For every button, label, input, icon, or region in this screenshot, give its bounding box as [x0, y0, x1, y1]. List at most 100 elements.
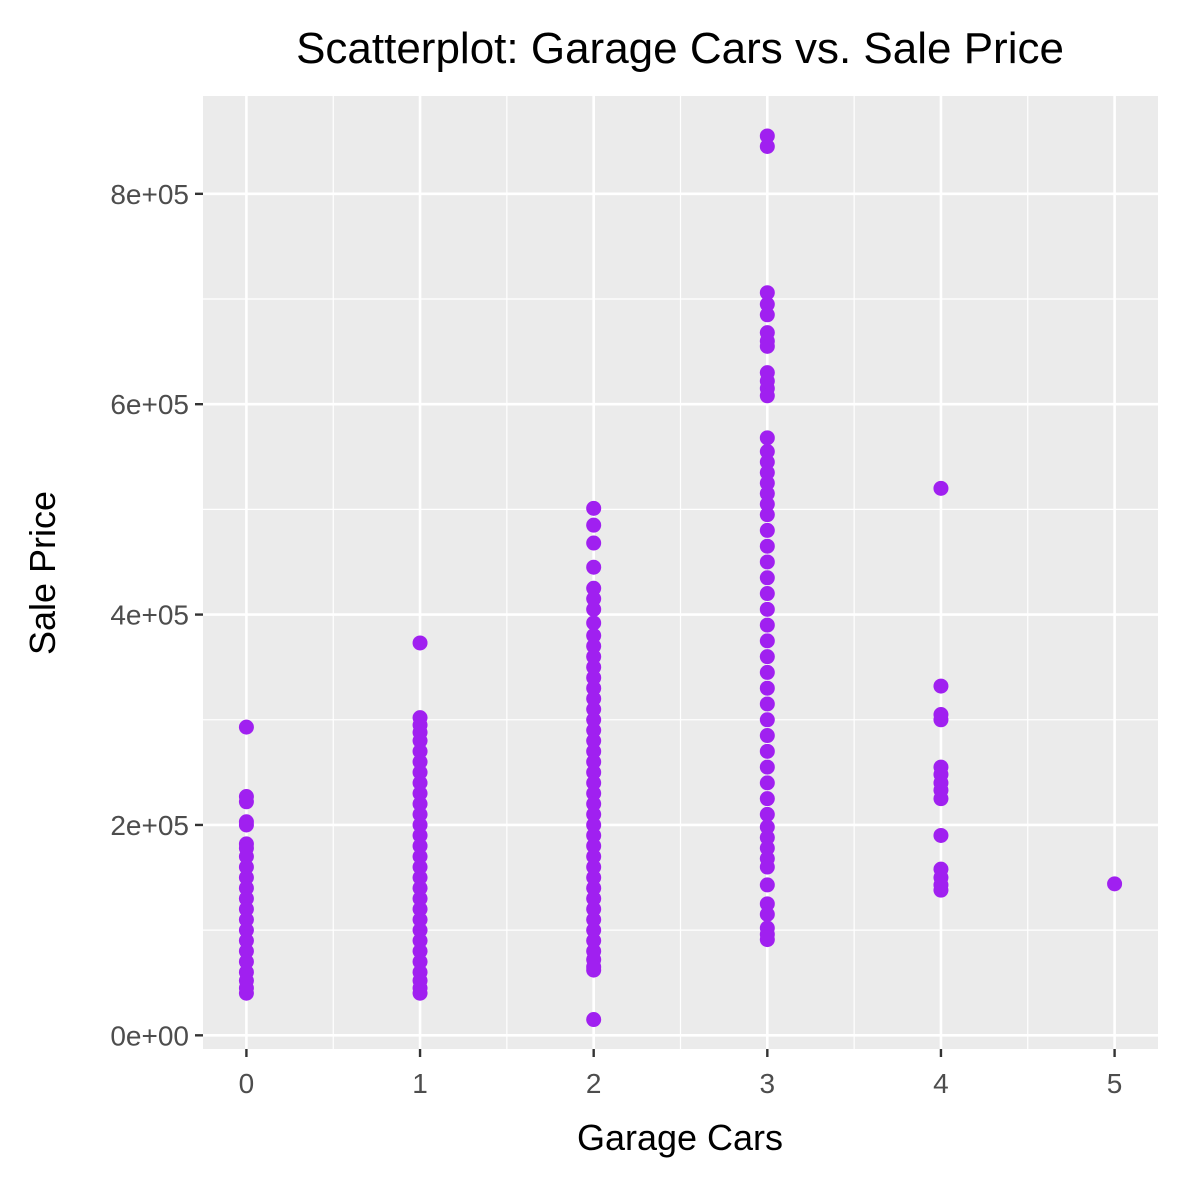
y-tick-label: 4e+05: [110, 600, 189, 631]
data-point: [586, 712, 602, 728]
data-point: [586, 615, 602, 631]
data-point: [759, 819, 775, 835]
data-point: [238, 901, 254, 917]
data-point: [412, 754, 428, 770]
data-point: [586, 806, 602, 822]
data-point: [586, 962, 602, 978]
data-point: [759, 664, 775, 680]
data-point: [586, 500, 602, 516]
data-point: [759, 680, 775, 696]
y-tick-label: 2e+05: [110, 810, 189, 841]
data-point: [759, 791, 775, 807]
data-point: [238, 870, 254, 886]
data-point: [933, 678, 949, 694]
y-tick-label: 6e+05: [110, 389, 189, 420]
data-point: [238, 912, 254, 928]
data-point: [238, 859, 254, 875]
x-tick-label: 1: [412, 1068, 428, 1099]
data-points: [238, 128, 1123, 1028]
data-point: [238, 933, 254, 949]
data-point: [933, 480, 949, 496]
data-point: [759, 906, 775, 922]
data-point: [412, 849, 428, 865]
data-point: [759, 465, 775, 481]
data-point: [586, 691, 602, 707]
x-axis-title: Garage Cars: [577, 1117, 783, 1158]
data-point: [586, 764, 602, 780]
x-tick-label: 3: [760, 1068, 776, 1099]
data-point: [586, 701, 602, 717]
data-point: [586, 859, 602, 875]
data-point: [759, 633, 775, 649]
data-point: [759, 601, 775, 617]
data-point: [759, 444, 775, 460]
data-point: [412, 922, 428, 938]
data-point: [759, 507, 775, 523]
data-point: [238, 794, 254, 810]
data-point: [759, 649, 775, 665]
y-tick-label: 8e+05: [110, 179, 189, 210]
data-point: [586, 670, 602, 686]
data-point: [586, 922, 602, 938]
data-point: [412, 733, 428, 749]
data-point: [759, 296, 775, 312]
data-point: [238, 849, 254, 865]
data-point: [412, 764, 428, 780]
data-point: [759, 430, 775, 446]
x-tick-label: 0: [239, 1068, 255, 1099]
data-point: [586, 733, 602, 749]
data-point: [759, 743, 775, 759]
data-point: [759, 570, 775, 586]
data-point: [933, 882, 949, 898]
data-point: [586, 849, 602, 865]
data-point: [759, 475, 775, 491]
data-point: [412, 806, 428, 822]
data-point: [412, 901, 428, 917]
data-point: [759, 877, 775, 893]
x-tick-label: 2: [586, 1068, 602, 1099]
data-point: [759, 806, 775, 822]
data-point: [412, 933, 428, 949]
data-point: [759, 538, 775, 554]
data-point: [586, 870, 602, 886]
data-point: [412, 796, 428, 812]
data-point: [586, 628, 602, 644]
data-point: [586, 680, 602, 696]
data-point: [412, 817, 428, 833]
data-point: [759, 712, 775, 728]
data-point: [759, 522, 775, 538]
data-point: [586, 933, 602, 949]
data-point: [759, 830, 775, 846]
data-point: [759, 338, 775, 354]
y-axis-title: Sale Price: [22, 491, 63, 655]
data-point: [412, 775, 428, 791]
data-point: [586, 580, 602, 596]
data-point: [238, 817, 254, 833]
data-point: [412, 880, 428, 896]
y-tick-label: 0e+00: [110, 1020, 189, 1051]
data-point: [586, 659, 602, 675]
data-point: [412, 838, 428, 854]
data-point: [759, 128, 775, 144]
data-point: [586, 796, 602, 812]
x-axis-tick-labels: 0 1 2 3 4 5: [239, 1068, 1123, 1099]
data-point: [586, 775, 602, 791]
data-point: [1107, 876, 1123, 892]
data-point: [759, 728, 775, 744]
chart-title: Scatterplot: Garage Cars vs. Sale Price: [296, 24, 1064, 73]
data-point: [238, 954, 254, 970]
data-point: [759, 932, 775, 948]
data-point: [412, 743, 428, 759]
x-tick-label: 4: [933, 1068, 949, 1099]
data-point: [586, 722, 602, 738]
data-point: [759, 775, 775, 791]
data-point: [759, 586, 775, 602]
data-point: [412, 954, 428, 970]
data-point: [586, 754, 602, 770]
data-point: [238, 880, 254, 896]
data-point: [412, 635, 428, 651]
data-point: [759, 486, 775, 502]
data-point: [586, 880, 602, 896]
data-point: [759, 138, 775, 154]
